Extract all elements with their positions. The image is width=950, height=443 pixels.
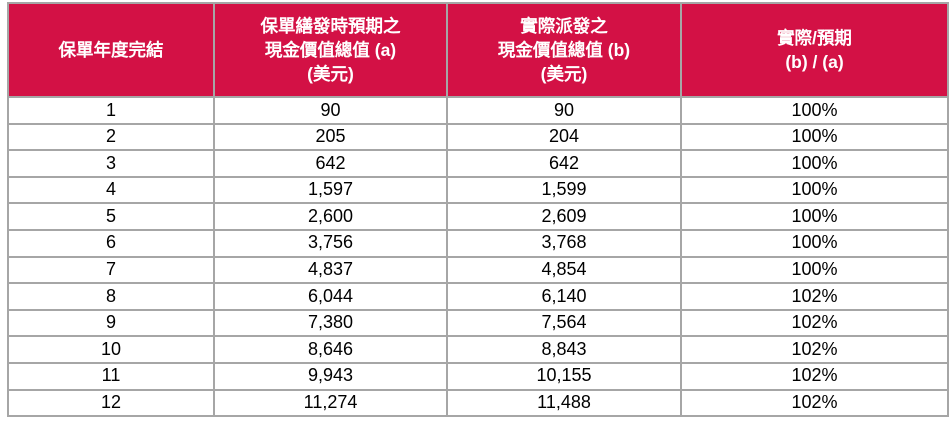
fulfillment-ratio-table-container: 保單年度完結 保單繕發時預期之 現金價值總值 (a) (美元) 實際派發之 現金… [7, 2, 949, 418]
cell-policy-year: 6 [7, 228, 215, 258]
cell-actual-cash-value: 3,768 [446, 228, 682, 258]
cell-ratio: 100% [680, 255, 949, 285]
cell-ratio: 100% [680, 96, 949, 125]
table-row: 11 9,943 10,155 102% [7, 361, 949, 391]
table-row: 8 6,044 6,140 102% [7, 282, 949, 311]
table-row: 5 2,600 2,609 100% [7, 202, 949, 231]
cell-ratio: 100% [680, 202, 949, 231]
cell-ratio: 102% [680, 335, 949, 364]
table-row: 7 4,837 4,854 100% [7, 255, 949, 285]
cell-ratio: 100% [680, 228, 949, 258]
cell-actual-cash-value: 11,488 [446, 388, 682, 418]
cell-ratio: 102% [680, 308, 949, 338]
header-actual-vs-expected: 實際/預期 (b) / (a) [680, 2, 949, 98]
cell-policy-year: 4 [7, 175, 215, 205]
cell-ratio: 100% [680, 175, 949, 205]
cell-expected-cash-value: 2,600 [213, 202, 448, 231]
cell-expected-cash-value: 4,837 [213, 255, 448, 285]
cell-expected-cash-value: 11,274 [213, 388, 448, 418]
cell-ratio: 102% [680, 361, 949, 391]
cell-ratio: 102% [680, 388, 949, 418]
cell-policy-year: 3 [7, 149, 215, 178]
table-row: 12 11,274 11,488 102% [7, 388, 949, 418]
cell-ratio: 100% [680, 149, 949, 178]
cell-expected-cash-value: 8,646 [213, 335, 448, 364]
cell-policy-year: 5 [7, 202, 215, 231]
cell-policy-year: 8 [7, 282, 215, 311]
table-row: 3 642 642 100% [7, 149, 949, 178]
header-expected-cash-value: 保單繕發時預期之 現金價值總值 (a) (美元) [213, 2, 448, 98]
table-row: 1 90 90 100% [7, 96, 949, 125]
cell-expected-cash-value: 6,044 [213, 282, 448, 311]
cell-policy-year: 11 [7, 361, 215, 391]
cell-expected-cash-value: 3,756 [213, 228, 448, 258]
table-row: 2 205 204 100% [7, 122, 949, 152]
cell-actual-cash-value: 7,564 [446, 308, 682, 338]
cell-policy-year: 10 [7, 335, 215, 364]
cell-expected-cash-value: 205 [213, 122, 448, 152]
cell-actual-cash-value: 4,854 [446, 255, 682, 285]
table-row: 9 7,380 7,564 102% [7, 308, 949, 338]
cell-policy-year: 12 [7, 388, 215, 418]
cell-policy-year: 1 [7, 96, 215, 125]
cell-expected-cash-value: 7,380 [213, 308, 448, 338]
table-header-row: 保單年度完結 保單繕發時預期之 現金價值總值 (a) (美元) 實際派發之 現金… [7, 2, 949, 98]
cell-actual-cash-value: 642 [446, 149, 682, 178]
cell-actual-cash-value: 10,155 [446, 361, 682, 391]
cell-policy-year: 2 [7, 122, 215, 152]
cell-policy-year: 7 [7, 255, 215, 285]
cell-actual-cash-value: 90 [446, 96, 682, 125]
cell-expected-cash-value: 9,943 [213, 361, 448, 391]
cell-ratio: 100% [680, 122, 949, 152]
fulfillment-ratio-table: 保單年度完結 保單繕發時預期之 現金價值總值 (a) (美元) 實際派發之 現金… [7, 2, 949, 418]
cell-actual-cash-value: 2,609 [446, 202, 682, 231]
cell-expected-cash-value: 642 [213, 149, 448, 178]
cell-ratio: 102% [680, 282, 949, 311]
header-actual-cash-value: 實際派發之 現金價值總值 (b) (美元) [446, 2, 682, 98]
table-body: 1 90 90 100% 2 205 204 100% 3 642 642 100% 4 1,597 1,5… [7, 96, 949, 418]
header-policy-year: 保單年度完結 [7, 2, 215, 98]
cell-actual-cash-value: 1,599 [446, 175, 682, 205]
table-row: 10 8,646 8,843 102% [7, 335, 949, 364]
table-row: 4 1,597 1,599 100% [7, 175, 949, 205]
cell-policy-year: 9 [7, 308, 215, 338]
cell-expected-cash-value: 1,597 [213, 175, 448, 205]
cell-actual-cash-value: 204 [446, 122, 682, 152]
cell-actual-cash-value: 8,843 [446, 335, 682, 364]
cell-actual-cash-value: 6,140 [446, 282, 682, 311]
cell-expected-cash-value: 90 [213, 96, 448, 125]
table-row: 6 3,756 3,768 100% [7, 228, 949, 258]
